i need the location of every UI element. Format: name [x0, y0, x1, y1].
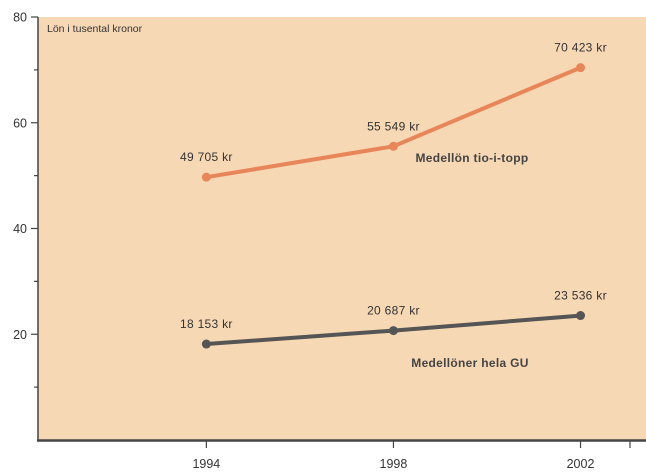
data-label: 18 153 kr	[180, 317, 233, 331]
data-point	[388, 141, 398, 151]
data-point	[201, 172, 211, 182]
y-tick-label: 20	[13, 328, 27, 342]
series-name-label: Medellöner hela GU	[411, 356, 528, 370]
x-tick-label: 2002	[567, 457, 595, 471]
x-tick-label: 1994	[192, 457, 220, 471]
data-point	[576, 311, 586, 321]
y-tick-label: 80	[13, 11, 27, 25]
data-label: 49 705 kr	[180, 150, 233, 164]
data-point	[576, 63, 586, 73]
series-layer: 49 705 kr 55 549 kr 70 423 kr Medellön tio-…	[180, 41, 607, 370]
y-tick-label: 40	[13, 222, 27, 236]
data-label: 23 536 kr	[554, 289, 607, 303]
data-point	[201, 339, 211, 349]
series-medelloner-hela-gu: 18 153 kr 20 687 kr 23 536 kr Medellöner he…	[180, 289, 607, 370]
data-label: 20 687 kr	[367, 304, 420, 318]
data-label: 55 549 kr	[367, 119, 420, 133]
ticks: 20 40 60 80 1994 1998 2002	[13, 11, 631, 471]
x-tick-label: 1998	[380, 457, 408, 471]
y-tick-label: 60	[13, 116, 27, 130]
data-label: 70 423 kr	[554, 41, 607, 55]
series-name-label: Medellön tio-i-topp	[415, 151, 528, 165]
data-point	[388, 326, 398, 336]
series-medellon-tio-i-topp: 49 705 kr 55 549 kr 70 423 kr Medellön tio-…	[180, 41, 607, 182]
y-axis-label: Lön i tusental kronor	[47, 23, 143, 35]
plot-background	[38, 17, 646, 440]
